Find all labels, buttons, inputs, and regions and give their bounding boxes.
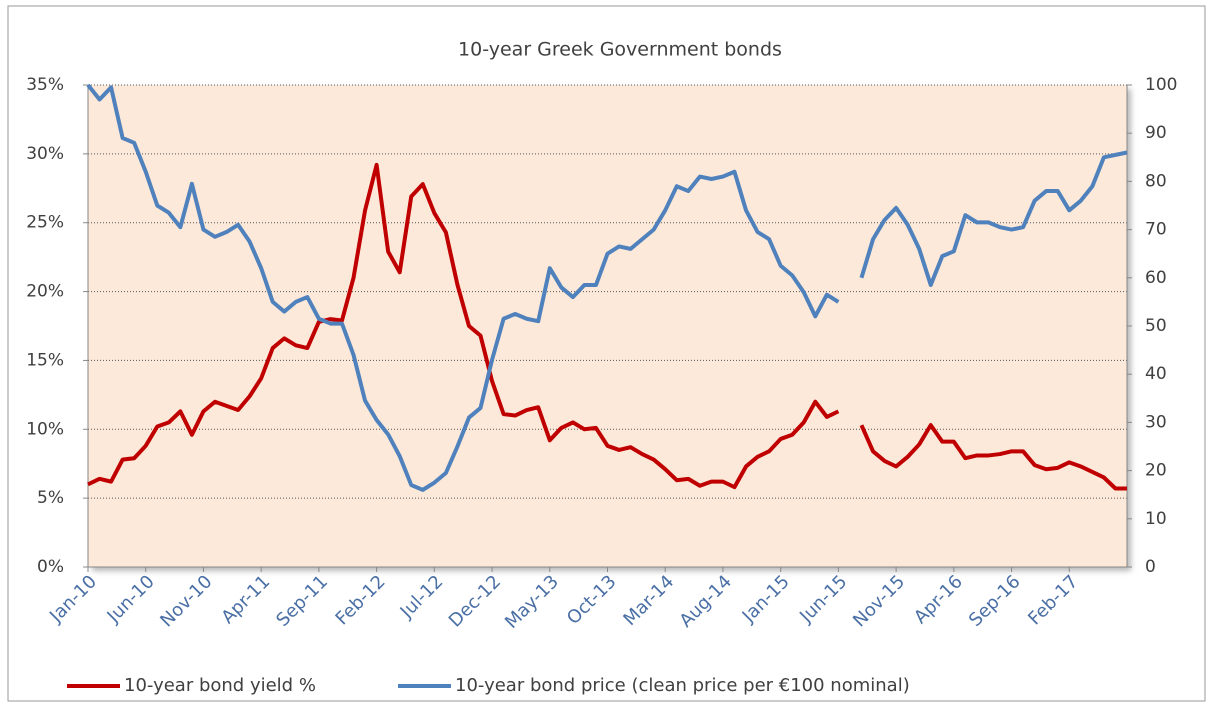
legend-label: 10-year bond price (clean price per €100… — [455, 675, 910, 696]
y-tick-label: 0% — [37, 557, 64, 577]
y2-tick-label: 80 — [1145, 171, 1167, 191]
y-tick-label: 5% — [37, 488, 64, 508]
chart-title: 10-year Greek Government bonds — [458, 39, 782, 61]
series-line — [86, 83, 1128, 492]
y2-tick-label: 60 — [1145, 268, 1167, 288]
y-tick-label: 20% — [26, 282, 64, 302]
y2-tick-label: 30 — [1145, 412, 1167, 432]
y2-tick-label: 70 — [1145, 220, 1167, 240]
y-tick-label: 35% — [26, 75, 64, 95]
y2-tick-label: 20 — [1145, 461, 1167, 481]
plot-area — [88, 85, 1127, 567]
y-tick-label: 25% — [26, 213, 64, 233]
y2-tick-label: 50 — [1145, 316, 1167, 336]
y-tick-label: 30% — [26, 144, 64, 164]
y-tick-label: 15% — [26, 350, 64, 370]
y2-tick-label: 90 — [1145, 123, 1167, 143]
y2-tick-label: 40 — [1145, 364, 1167, 384]
y2-tick-label: 10 — [1145, 509, 1167, 529]
y-tick-label: 10% — [26, 419, 64, 439]
series-line — [87, 162, 1127, 491]
y2-tick-label: 0 — [1145, 557, 1156, 577]
legend-label: 10-year bond yield % — [124, 675, 316, 696]
y2-tick-label: 100 — [1145, 75, 1177, 95]
